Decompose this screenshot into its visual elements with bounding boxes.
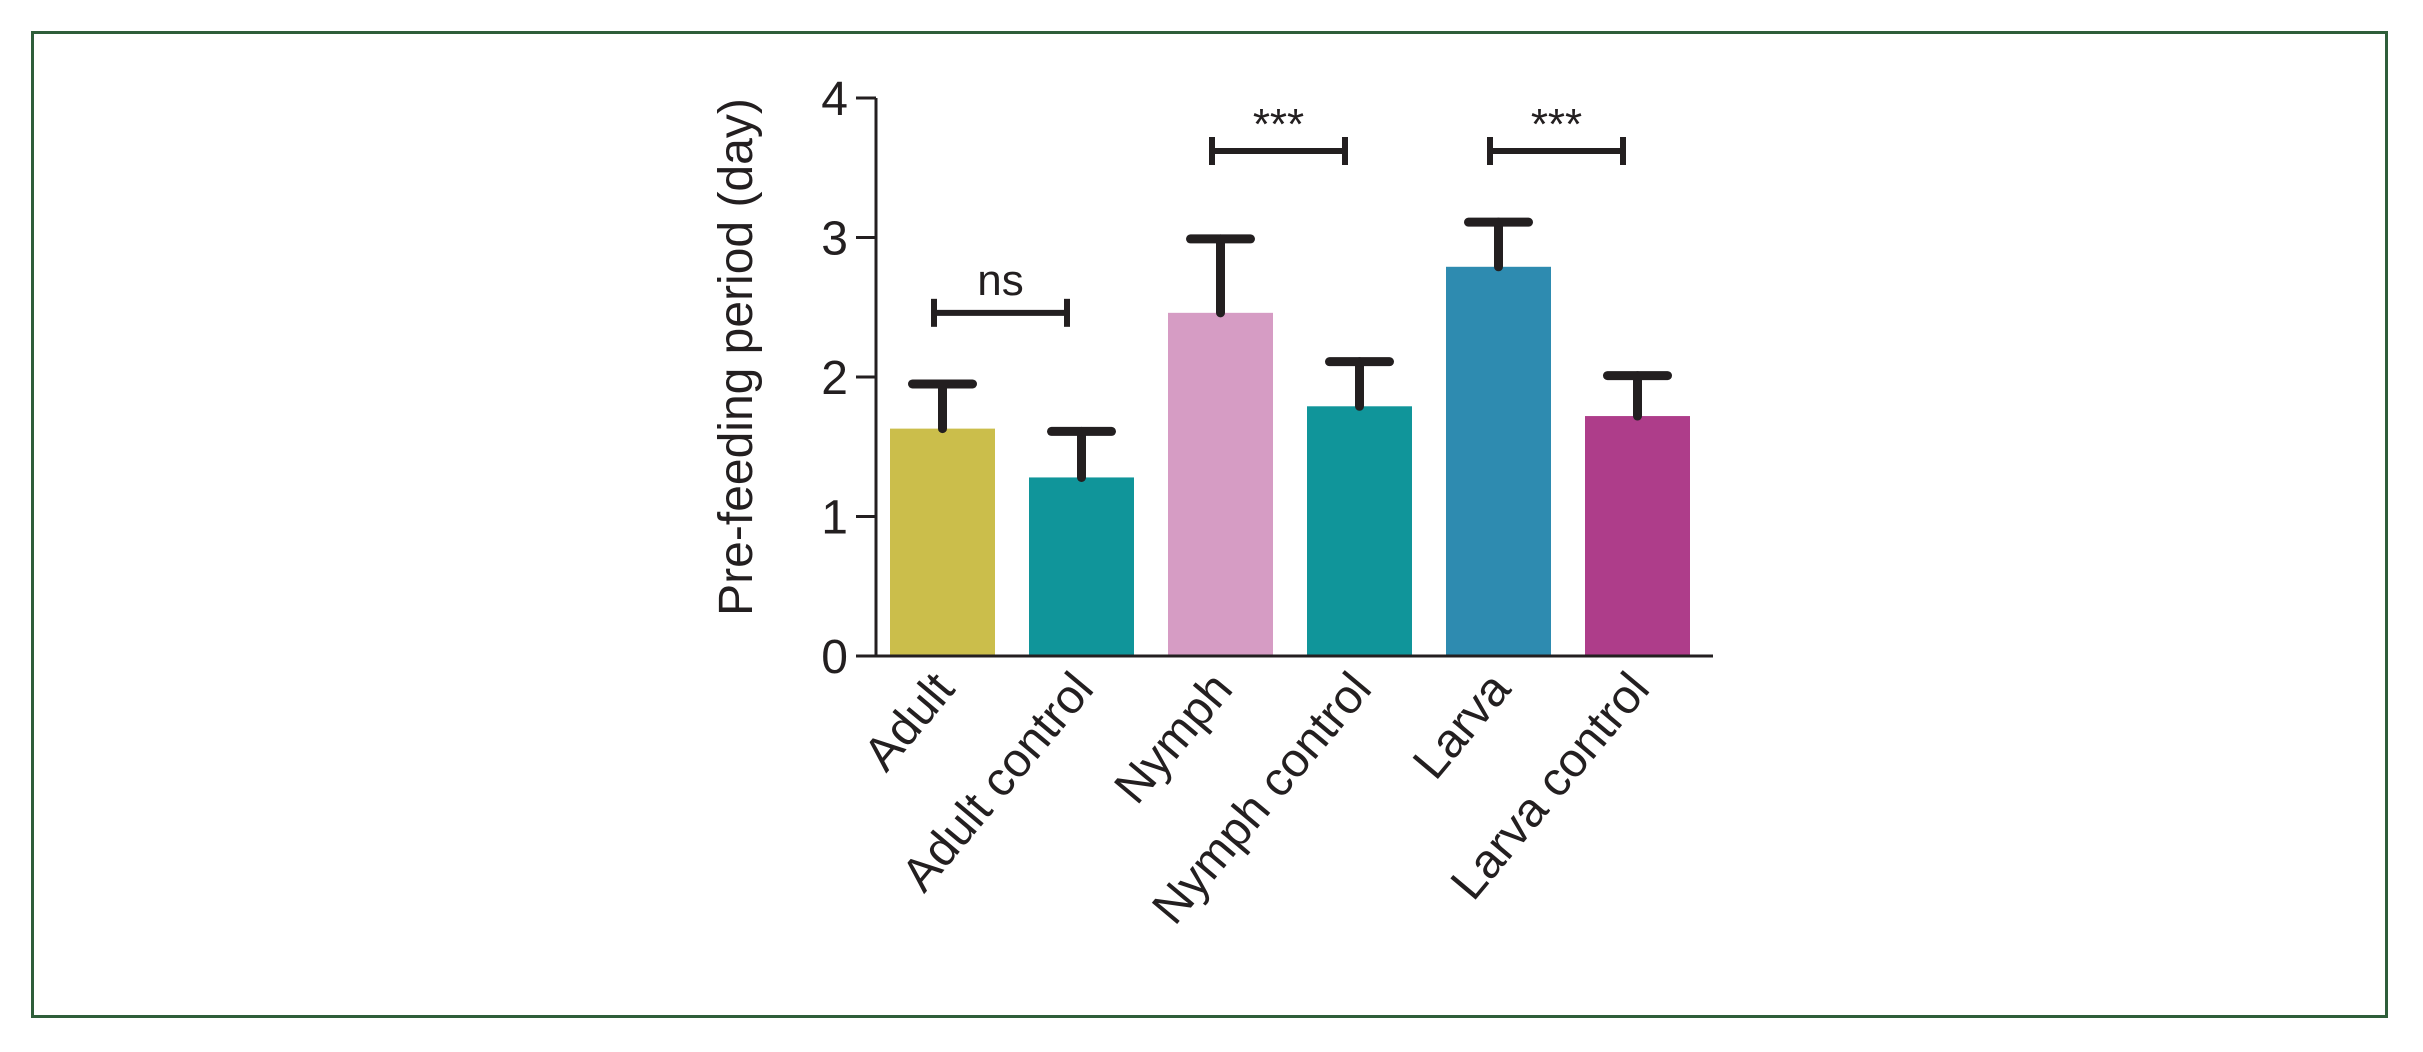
significance-label: ***: [1253, 100, 1304, 149]
y-axis-title: Pre-feeding period (day): [710, 98, 763, 616]
bar-adult: [890, 428, 995, 656]
y-tick-label: 2: [821, 352, 848, 405]
error-bars-group: [908, 217, 1672, 482]
y-tick-label: 3: [821, 213, 848, 266]
significance-label: ns: [977, 256, 1023, 305]
bar-nymph-control: [1307, 406, 1412, 656]
x-tick-label: Nymph: [1105, 663, 1243, 814]
bar-larva: [1446, 266, 1551, 656]
y-tick-label: 0: [821, 631, 848, 684]
x-tick-label: Larva: [1403, 663, 1521, 789]
significance-group: ns *** ***: [931, 100, 1626, 327]
y-tick-label: 1: [821, 492, 848, 545]
y-ticks-group: 0 1 2 3 4: [821, 73, 876, 684]
significance-label: ***: [1531, 100, 1582, 149]
bar-nymph: [1168, 312, 1273, 656]
bar-larva-control: [1585, 416, 1690, 656]
bars-group: [890, 266, 1690, 656]
y-tick-label: 4: [821, 73, 848, 126]
bar-adult-control: [1029, 477, 1134, 656]
x-tick-label: Adult: [854, 663, 965, 781]
